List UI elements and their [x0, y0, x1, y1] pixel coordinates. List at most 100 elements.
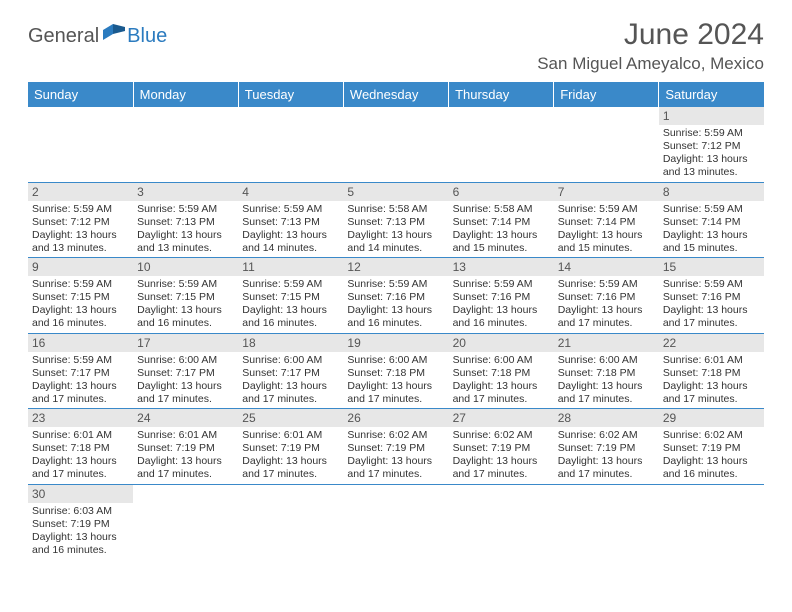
day-number: 27 — [449, 409, 554, 427]
sunrise-text: Sunrise: 6:00 AM — [242, 354, 339, 367]
daylight-text: Daylight: 13 hours and 16 minutes. — [242, 304, 339, 330]
sunrise-text: Sunrise: 5:59 AM — [242, 203, 339, 216]
daylight-text: Daylight: 13 hours and 17 minutes. — [558, 455, 655, 481]
day-content: Sunrise: 5:59 AMSunset: 7:13 PMDaylight:… — [238, 201, 343, 258]
daylight-text: Daylight: 13 hours and 17 minutes. — [453, 380, 550, 406]
logo-text-general: General — [28, 25, 99, 48]
title-block: June 2024 San Miguel Ameyalco, Mexico — [537, 18, 764, 74]
sunrise-text: Sunrise: 6:03 AM — [32, 505, 129, 518]
daylight-text: Daylight: 13 hours and 13 minutes. — [663, 153, 760, 179]
day-number: 23 — [28, 409, 133, 427]
day-content: Sunrise: 5:59 AMSunset: 7:16 PMDaylight:… — [343, 276, 448, 333]
calendar-cell — [554, 107, 659, 182]
weekday-header: Monday — [133, 82, 238, 107]
sunset-text: Sunset: 7:18 PM — [663, 367, 760, 380]
day-number: 1 — [659, 107, 764, 125]
day-number: 13 — [449, 258, 554, 276]
sunset-text: Sunset: 7:17 PM — [32, 367, 129, 380]
sunrise-text: Sunrise: 6:00 AM — [558, 354, 655, 367]
sunrise-text: Sunrise: 5:59 AM — [347, 278, 444, 291]
daylight-text: Daylight: 13 hours and 14 minutes. — [347, 229, 444, 255]
sunrise-text: Sunrise: 6:02 AM — [558, 429, 655, 442]
weekday-header: Friday — [554, 82, 659, 107]
sunrise-text: Sunrise: 6:01 AM — [137, 429, 234, 442]
daylight-text: Daylight: 13 hours and 17 minutes. — [242, 455, 339, 481]
daylight-text: Daylight: 13 hours and 17 minutes. — [663, 380, 760, 406]
day-number: 7 — [554, 183, 659, 201]
daylight-text: Daylight: 13 hours and 16 minutes. — [32, 531, 129, 557]
weekday-header: Thursday — [449, 82, 554, 107]
daylight-text: Daylight: 13 hours and 17 minutes. — [32, 380, 129, 406]
day-number: 10 — [133, 258, 238, 276]
sunset-text: Sunset: 7:14 PM — [663, 216, 760, 229]
calendar-cell: 20Sunrise: 6:00 AMSunset: 7:18 PMDayligh… — [449, 333, 554, 409]
day-content: Sunrise: 6:03 AMSunset: 7:19 PMDaylight:… — [28, 503, 133, 560]
daylight-text: Daylight: 13 hours and 16 minutes. — [137, 304, 234, 330]
calendar-cell — [238, 107, 343, 182]
calendar-cell — [343, 107, 448, 182]
sunset-text: Sunset: 7:19 PM — [453, 442, 550, 455]
sunset-text: Sunset: 7:13 PM — [347, 216, 444, 229]
day-number: 26 — [343, 409, 448, 427]
calendar-cell: 16 Sunrise: 5:59 AMSunset: 7:17 PMDayligh… — [28, 333, 133, 409]
calendar-cell — [343, 484, 448, 559]
day-number: 24 — [133, 409, 238, 427]
calendar-cell: 15Sunrise: 5:59 AMSunset: 7:16 PMDayligh… — [659, 258, 764, 334]
daylight-text: Daylight: 13 hours and 15 minutes. — [453, 229, 550, 255]
calendar-cell: 8Sunrise: 5:59 AMSunset: 7:14 PMDaylight… — [659, 182, 764, 258]
calendar-row: 30Sunrise: 6:03 AMSunset: 7:19 PMDayligh… — [28, 484, 764, 559]
calendar-cell: 6Sunrise: 5:58 AMSunset: 7:14 PMDaylight… — [449, 182, 554, 258]
day-number: 17 — [133, 334, 238, 352]
day-content: Sunrise: 5:58 AMSunset: 7:14 PMDaylight:… — [449, 201, 554, 258]
sunset-text: Sunset: 7:15 PM — [32, 291, 129, 304]
sunrise-text: Sunrise: 5:59 AM — [663, 127, 760, 140]
sunrise-text: Sunrise: 6:01 AM — [242, 429, 339, 442]
day-content: Sunrise: 6:02 AMSunset: 7:19 PMDaylight:… — [659, 427, 764, 484]
sunset-text: Sunset: 7:19 PM — [32, 518, 129, 531]
daylight-text: Daylight: 13 hours and 17 minutes. — [137, 380, 234, 406]
calendar-cell — [133, 107, 238, 182]
sunset-text: Sunset: 7:16 PM — [558, 291, 655, 304]
daylight-text: Daylight: 13 hours and 15 minutes. — [663, 229, 760, 255]
sunrise-text: Sunrise: 6:00 AM — [137, 354, 234, 367]
daylight-text: Daylight: 13 hours and 16 minutes. — [347, 304, 444, 330]
calendar-cell: 24Sunrise: 6:01 AMSunset: 7:19 PMDayligh… — [133, 409, 238, 485]
day-number: 4 — [238, 183, 343, 201]
sunrise-text: Sunrise: 6:02 AM — [347, 429, 444, 442]
calendar-cell: 28Sunrise: 6:02 AMSunset: 7:19 PMDayligh… — [554, 409, 659, 485]
sunrise-text: Sunrise: 5:59 AM — [32, 354, 129, 367]
sunset-text: Sunset: 7:19 PM — [558, 442, 655, 455]
daylight-text: Daylight: 13 hours and 17 minutes. — [453, 455, 550, 481]
location: San Miguel Ameyalco, Mexico — [537, 54, 764, 74]
calendar-cell: 18Sunrise: 6:00 AMSunset: 7:17 PMDayligh… — [238, 333, 343, 409]
day-content: Sunrise: 6:02 AMSunset: 7:19 PMDaylight:… — [343, 427, 448, 484]
day-number: 16 — [28, 334, 133, 352]
day-number: 29 — [659, 409, 764, 427]
daylight-text: Daylight: 13 hours and 13 minutes. — [137, 229, 234, 255]
calendar-cell — [238, 484, 343, 559]
day-number: 6 — [449, 183, 554, 201]
day-content: Sunrise: 6:00 AMSunset: 7:18 PMDaylight:… — [554, 352, 659, 409]
sunset-text: Sunset: 7:18 PM — [32, 442, 129, 455]
calendar-table: Sunday Monday Tuesday Wednesday Thursday… — [28, 82, 764, 559]
weekday-header: Tuesday — [238, 82, 343, 107]
weekday-header-row: Sunday Monday Tuesday Wednesday Thursday… — [28, 82, 764, 107]
day-number: 12 — [343, 258, 448, 276]
day-number: 14 — [554, 258, 659, 276]
sunrise-text: Sunrise: 5:59 AM — [137, 203, 234, 216]
daylight-text: Daylight: 13 hours and 17 minutes. — [347, 380, 444, 406]
sunrise-text: Sunrise: 6:01 AM — [663, 354, 760, 367]
sunrise-text: Sunrise: 5:59 AM — [558, 278, 655, 291]
day-content: Sunrise: 5:59 AMSunset: 7:14 PMDaylight:… — [554, 201, 659, 258]
day-number: 5 — [343, 183, 448, 201]
day-number: 25 — [238, 409, 343, 427]
calendar-cell: 10Sunrise: 5:59 AMSunset: 7:15 PMDayligh… — [133, 258, 238, 334]
sunrise-text: Sunrise: 5:59 AM — [453, 278, 550, 291]
sunset-text: Sunset: 7:19 PM — [242, 442, 339, 455]
sunset-text: Sunset: 7:17 PM — [242, 367, 339, 380]
sunset-text: Sunset: 7:18 PM — [558, 367, 655, 380]
sunrise-text: Sunrise: 6:00 AM — [453, 354, 550, 367]
header: General Blue June 2024 San Miguel Ameyal… — [28, 18, 764, 74]
sunset-text: Sunset: 7:15 PM — [137, 291, 234, 304]
sunset-text: Sunset: 7:12 PM — [663, 140, 760, 153]
